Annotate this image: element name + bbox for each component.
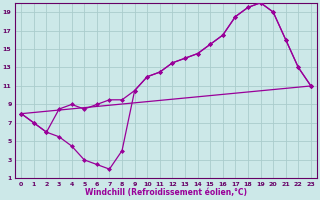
X-axis label: Windchill (Refroidissement éolien,°C): Windchill (Refroidissement éolien,°C)	[85, 188, 247, 197]
